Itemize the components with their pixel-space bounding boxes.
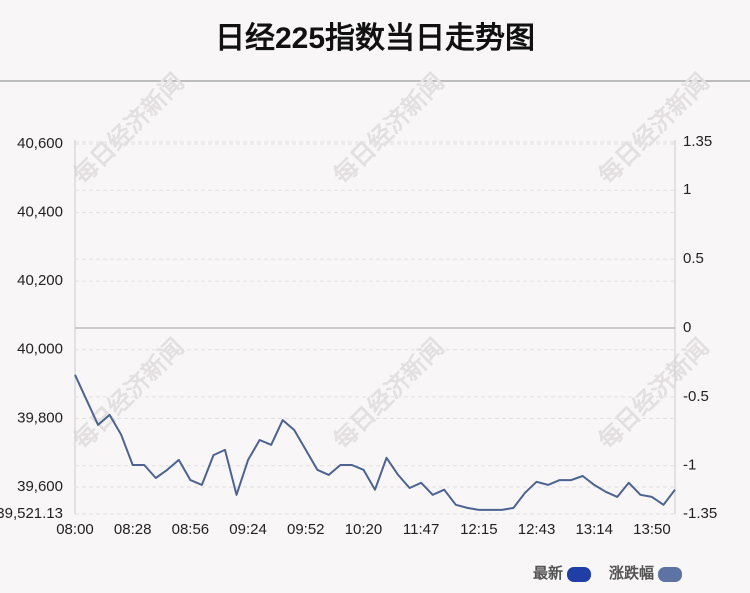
x-tick-label: 09:24 xyxy=(229,521,267,538)
y2-tick-label: 0.5 xyxy=(683,250,704,267)
y2-tick-label: -1.35 xyxy=(683,505,717,522)
price-line xyxy=(74,374,676,511)
y-tick-label: 40,200 xyxy=(17,272,63,289)
x-tick-label: 08:28 xyxy=(114,521,152,538)
x-tick-label: 10:20 xyxy=(345,521,383,538)
x-tick-label: 08:00 xyxy=(56,521,94,538)
y2-tick-label: -0.5 xyxy=(683,388,709,405)
x-tick-label: 09:52 xyxy=(287,521,325,538)
y-tick-label: 39,800 xyxy=(17,409,63,426)
y2-tick-label: 0 xyxy=(683,319,691,336)
x-tick-label: 12:15 xyxy=(460,521,498,538)
y2-tick-label: -1 xyxy=(683,457,696,474)
x-tick-label: 13:14 xyxy=(575,521,613,538)
x-tick-label: 12:43 xyxy=(518,521,556,538)
legend-label: 涨跌幅 xyxy=(609,564,654,582)
legend-swatch xyxy=(658,567,683,582)
legend-swatch xyxy=(567,567,592,582)
legend-label: 最新 xyxy=(533,564,563,582)
y-tick-label: 40,400 xyxy=(17,204,63,221)
x-tick-label: 08:56 xyxy=(172,521,210,538)
y2-tick-label: 1.35 xyxy=(683,133,712,150)
x-tick-label: 11:47 xyxy=(403,521,439,538)
y-tick-label: 40,000 xyxy=(17,341,63,358)
chart-title: 日经225指数当日走势图 xyxy=(215,21,535,55)
x-tick-label: 13:50 xyxy=(633,521,671,538)
y-tick-label: 39,521.13 xyxy=(0,505,63,522)
y2-tick-label: 1 xyxy=(683,181,691,198)
y-tick-label: 39,600 xyxy=(17,478,63,495)
y-tick-label: 40,600 xyxy=(17,135,63,152)
